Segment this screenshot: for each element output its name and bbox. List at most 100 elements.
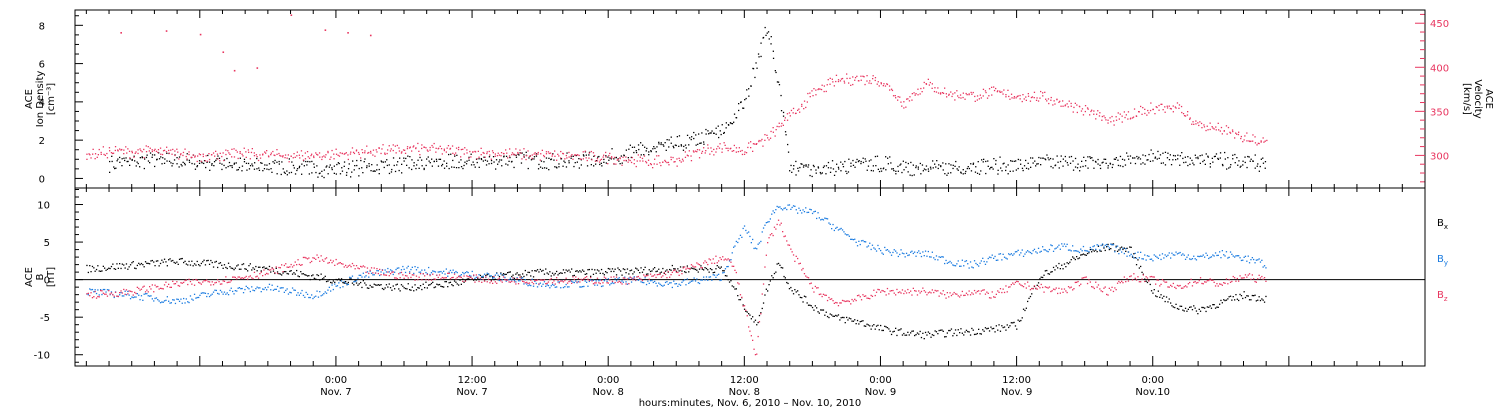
velocity-point-56 xyxy=(200,160,202,162)
bz-point-325 xyxy=(528,282,531,284)
density-point-43 xyxy=(196,165,199,167)
velocity-b-point-119 xyxy=(423,146,426,148)
density-point-410 xyxy=(946,174,948,176)
bz-point-549 xyxy=(833,302,835,304)
bz-point-338 xyxy=(546,282,548,284)
by-point-329 xyxy=(534,280,536,282)
bx-point-677 xyxy=(1008,326,1010,329)
density-b-point-451 xyxy=(1234,162,1236,164)
bz-point-516 xyxy=(788,244,791,246)
by-point-653 xyxy=(975,262,977,265)
density-point-150 xyxy=(415,167,417,170)
velocity-point-293 xyxy=(684,151,686,153)
velocity-b-point-199 xyxy=(650,163,652,166)
by-point-306 xyxy=(502,274,505,276)
bx-point-66 xyxy=(176,261,178,263)
by-point-643 xyxy=(961,259,963,261)
density-point-548 xyxy=(1228,167,1230,169)
bz-point-750 xyxy=(1107,294,1109,296)
by-point-762 xyxy=(1123,252,1125,255)
bx-point-270 xyxy=(453,280,456,282)
velocity-point-481 xyxy=(1068,100,1070,102)
by-point-819 xyxy=(1201,255,1203,257)
by-point-629 xyxy=(942,256,944,258)
velocity-point-509 xyxy=(1125,114,1127,116)
by-point-344 xyxy=(554,286,556,288)
bx-point-739 xyxy=(1092,249,1094,251)
bz-point-200 xyxy=(358,268,360,270)
density-point-125 xyxy=(364,158,366,160)
bx-point-579 xyxy=(874,328,876,330)
bx-point-215 xyxy=(379,284,381,286)
bx-point-393 xyxy=(621,274,623,276)
by-point-285 xyxy=(474,277,476,280)
velocity-b-point-230 xyxy=(738,147,740,149)
velocity-point-531 xyxy=(1170,108,1172,110)
density-b-point-254 xyxy=(743,107,745,109)
density-b-point-159 xyxy=(505,155,508,157)
velocity-point-443 xyxy=(991,86,993,88)
by-point-564 xyxy=(854,238,856,240)
by-point-224 xyxy=(391,270,393,272)
bx-point-273 xyxy=(458,284,460,286)
by-point-499 xyxy=(765,222,767,224)
density-b-point-80 xyxy=(308,173,310,175)
density-b-point-89 xyxy=(331,167,333,169)
bz-point-148 xyxy=(287,266,290,268)
density-b-point-270 xyxy=(782,115,785,117)
density-b-point-361 xyxy=(1010,160,1012,162)
velocity-b-point-220 xyxy=(710,147,712,149)
density-b-point-210 xyxy=(633,151,635,154)
bx-point-362 xyxy=(579,270,581,272)
density-point-158 xyxy=(431,165,433,167)
by-point-636 xyxy=(952,264,954,266)
density-b-point-241 xyxy=(710,132,712,134)
bz-point-624 xyxy=(935,290,938,292)
bx-point-323 xyxy=(526,274,528,276)
density-point-527 xyxy=(1185,161,1187,163)
by-point-366 xyxy=(584,280,586,282)
density-b-point-374 xyxy=(1042,157,1044,159)
density-b-point-146 xyxy=(473,164,475,166)
bx-point-840 xyxy=(1229,295,1232,297)
velocity-point-489 xyxy=(1084,105,1087,107)
density-point-5 xyxy=(119,161,121,163)
bz-point-3 xyxy=(90,292,92,294)
velocity-b-point-16 xyxy=(131,152,133,154)
bz-point-434 xyxy=(677,271,679,274)
bz-point-449 xyxy=(697,263,699,265)
by-point-425 xyxy=(664,281,667,284)
bz-point-815 xyxy=(1195,282,1198,284)
bx-point-509 xyxy=(779,264,781,266)
bx-point-491 xyxy=(754,319,757,321)
by-point-615 xyxy=(923,255,925,257)
bx-point-584 xyxy=(881,329,883,332)
velocity-b-point-63 xyxy=(265,152,267,154)
velocity-point-305 xyxy=(709,153,711,155)
velocity-point-384 xyxy=(870,82,872,85)
by-point-348 xyxy=(560,287,562,289)
bx-point-834 xyxy=(1221,302,1223,304)
velocity-point-455 xyxy=(1015,97,1017,99)
by-point-749 xyxy=(1106,243,1108,246)
bx-point-806 xyxy=(1183,310,1185,312)
by-point-483 xyxy=(743,225,746,227)
velocity-point-474 xyxy=(1054,103,1056,105)
bx-point-788 xyxy=(1159,296,1161,298)
velocity-point-15 xyxy=(117,149,119,151)
density-b-point-6 xyxy=(124,159,126,162)
density-point-183 xyxy=(482,160,484,162)
density-point-438 xyxy=(1003,162,1005,164)
bz-point-91 xyxy=(210,284,212,286)
by-point-451 xyxy=(700,279,702,281)
by-point-591 xyxy=(890,254,893,256)
bz-point-810 xyxy=(1189,281,1191,284)
density-b-point-397 xyxy=(1099,167,1102,170)
velocity-sparse-point-9 xyxy=(369,34,372,37)
density-point-481 xyxy=(1091,157,1093,159)
bz-point-188 xyxy=(342,263,344,265)
density-point-116 xyxy=(345,174,348,176)
density-b-point-252 xyxy=(738,109,740,112)
velocity-b-point-208 xyxy=(676,158,678,160)
bz-point-692 xyxy=(1028,285,1030,287)
